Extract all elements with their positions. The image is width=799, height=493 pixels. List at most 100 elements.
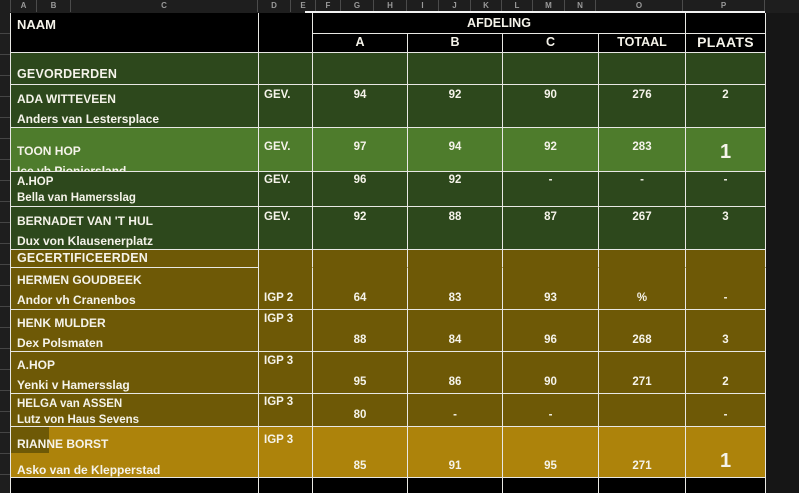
cell-klasse[interactable]: IGP 3 [259, 394, 313, 427]
cell-naam[interactable]: HELGA van ASSEN Lutz von Haus Sevens [11, 394, 259, 427]
header-totaal[interactable]: TOTAAL [599, 34, 686, 53]
cell-score-a[interactable] [313, 53, 408, 85]
cell-score-c[interactable]: 93 [503, 268, 599, 310]
header-plaats-empty[interactable] [686, 13, 766, 34]
section-title[interactable]: GECERTIFICEERDEN [11, 250, 259, 268]
sheet-column-a[interactable]: A [10, 0, 37, 12]
cell-place[interactable]: 2 [686, 352, 766, 394]
cell-score-b[interactable]: 92 [408, 172, 503, 207]
sheet-column-g[interactable]: G [341, 0, 374, 12]
cell-place[interactable]: 1 [686, 427, 766, 478]
empty-cell[interactable] [599, 478, 686, 493]
cell-place[interactable]: 2 [686, 85, 766, 128]
cell-score-b[interactable]: - [408, 394, 503, 427]
cell-naam[interactable]: ADA WITTEVEEN Anders van Lestersplace [11, 85, 259, 128]
cell-score-c[interactable]: 95 [503, 427, 599, 478]
cell-score-b[interactable]: 88 [408, 207, 503, 250]
cell-place[interactable]: - [686, 268, 766, 310]
cell-total[interactable] [599, 250, 686, 268]
cell-score-c[interactable]: 87 [503, 207, 599, 250]
sheet-column-d[interactable]: D [258, 0, 291, 12]
cell-total[interactable]: - [599, 172, 686, 207]
cell-place[interactable]: - [686, 172, 766, 207]
cell-klasse[interactable]: GEV. [259, 172, 313, 207]
cell-klasse[interactable] [259, 53, 313, 85]
cell-total[interactable]: 276 [599, 85, 686, 128]
cell-score-a[interactable]: 95 [313, 352, 408, 394]
cell-place[interactable]: 1 [686, 128, 766, 172]
cell-score-c[interactable] [503, 250, 599, 268]
cell-place[interactable]: 3 [686, 310, 766, 352]
cell-total[interactable]: 267 [599, 207, 686, 250]
cell-naam[interactable]: A.HOP Yenki v Hamersslag [11, 352, 259, 394]
cell-score-c[interactable]: 90 [503, 352, 599, 394]
cell-score-a[interactable]: 97 [313, 128, 408, 172]
cell-score-b[interactable]: 84 [408, 310, 503, 352]
cell-score-a[interactable]: 88 [313, 310, 408, 352]
sheet-column-p[interactable]: P [683, 0, 765, 12]
cell-score-c[interactable]: - [503, 394, 599, 427]
sheet-column-o[interactable]: O [596, 0, 683, 12]
sheet-column-n[interactable]: N [565, 0, 596, 12]
cell-place[interactable] [686, 250, 766, 268]
cell-score-a[interactable]: 85 [313, 427, 408, 478]
cell-total[interactable]: 283 [599, 128, 686, 172]
cell-naam[interactable]: TOON HOP Ice vh Pioniersland [11, 128, 259, 172]
sheet-column-h[interactable]: H [374, 0, 407, 12]
cell-place[interactable] [686, 53, 766, 85]
empty-cell[interactable] [408, 478, 503, 493]
cell-score-b[interactable]: 94 [408, 128, 503, 172]
cell-score-a[interactable]: 92 [313, 207, 408, 250]
cell-place[interactable]: - [686, 394, 766, 427]
sheet-column-f[interactable]: F [316, 0, 341, 12]
cell-klasse[interactable]: IGP 3 [259, 427, 313, 478]
cell-klasse[interactable]: GEV. [259, 85, 313, 128]
empty-cell[interactable] [686, 478, 766, 493]
section-title[interactable]: GEVORDERDEN [11, 53, 259, 85]
sheet-column-m[interactable]: M [533, 0, 565, 12]
empty-cell[interactable] [313, 478, 408, 493]
cell-score-c[interactable]: 96 [503, 310, 599, 352]
sheet-column-j[interactable]: J [439, 0, 471, 12]
sheet-column-l[interactable]: L [502, 0, 533, 12]
cell-score-b[interactable] [408, 53, 503, 85]
cell-score-b[interactable]: 92 [408, 85, 503, 128]
cell-total[interactable]: 271 [599, 352, 686, 394]
header-plaats[interactable]: PLAATS [686, 34, 766, 53]
empty-cell[interactable] [503, 478, 599, 493]
cell-score-c[interactable]: 92 [503, 128, 599, 172]
cell-score-a[interactable]: 94 [313, 85, 408, 128]
header-col-c[interactable]: C [503, 34, 599, 53]
cell-klasse[interactable]: GEV. [259, 128, 313, 172]
cell-score-b[interactable]: 83 [408, 268, 503, 310]
sheet-column-i[interactable]: I [407, 0, 439, 12]
cell-place[interactable]: 3 [686, 207, 766, 250]
sheet-column-b[interactable]: B [37, 0, 71, 12]
cell-score-a[interactable]: 96 [313, 172, 408, 207]
header-klasse-empty[interactable] [259, 13, 313, 53]
header-col-b[interactable]: B [408, 34, 503, 53]
sheet-column-c[interactable]: C [71, 0, 258, 12]
cell-total[interactable] [599, 394, 686, 427]
cell-total[interactable]: % [599, 268, 686, 310]
cell-score-c[interactable] [503, 53, 599, 85]
header-naam[interactable]: NAAM [11, 13, 259, 53]
header-col-a[interactable]: A [313, 34, 408, 53]
cell-score-c[interactable]: 90 [503, 85, 599, 128]
cell-klasse[interactable] [259, 250, 313, 268]
sheet-column-k[interactable]: K [471, 0, 502, 12]
header-afdeling[interactable]: AFDELING [313, 13, 686, 34]
cell-naam[interactable]: BERNADET VAN 'T HUL Dux von Klausenerpla… [11, 207, 259, 250]
cell-naam[interactable]: A.HOP Bella van Hamersslag [11, 172, 259, 207]
cell-klasse[interactable]: IGP 3 [259, 352, 313, 394]
cell-naam[interactable]: RIANNE BORST Asko van de Klepperstad [11, 427, 259, 478]
row-header-strip[interactable] [0, 13, 10, 493]
cell-score-b[interactable]: 86 [408, 352, 503, 394]
cell-score-c[interactable]: - [503, 172, 599, 207]
cell-score-a[interactable]: 64 [313, 268, 408, 310]
cell-score-b[interactable] [408, 250, 503, 268]
cell-klasse[interactable]: GEV. [259, 207, 313, 250]
cell-score-a[interactable] [313, 250, 408, 268]
cell-total[interactable]: 271 [599, 427, 686, 478]
cell-klasse[interactable]: IGP 3 [259, 310, 313, 352]
